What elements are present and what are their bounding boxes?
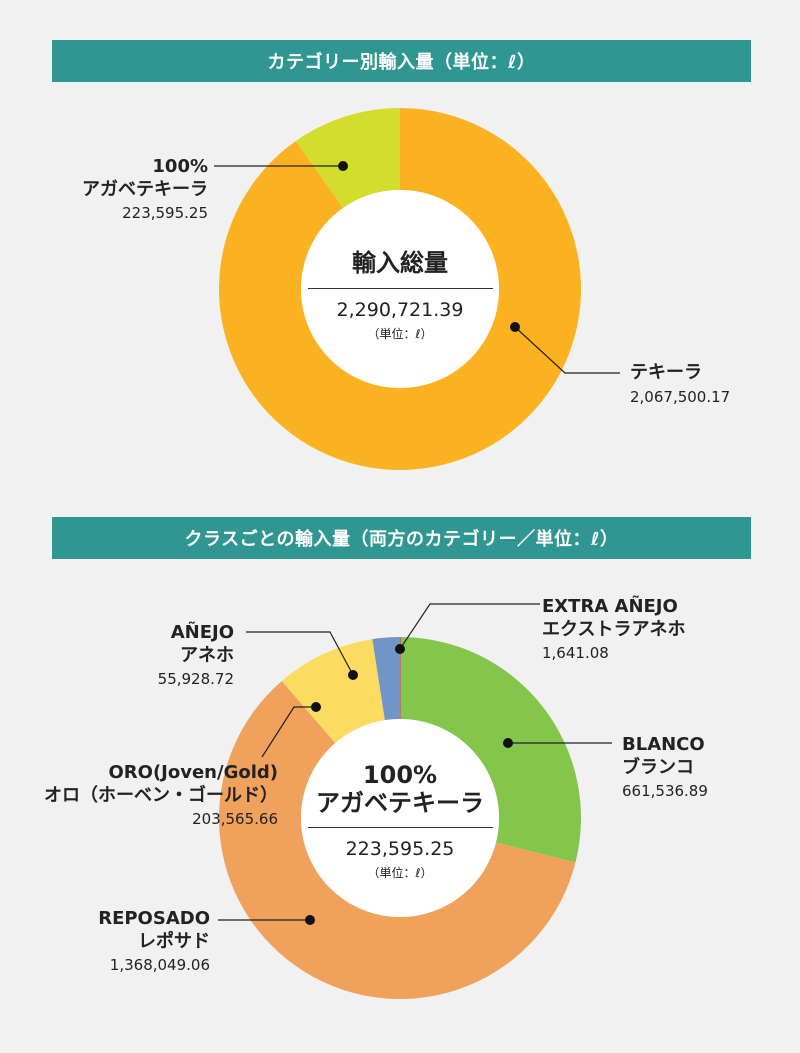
chart2-slice-4: [372, 637, 400, 721]
chart2-title: クラスごとの輸入量（両方のカテゴリー／単位：ℓ）: [52, 517, 751, 559]
label-anejo-line2: アネホ: [180, 644, 234, 666]
label-oro: ORO(Joven/Gold) オロ（ホーベン・ゴールド） 203,565.66: [10, 762, 278, 829]
chart2-center-title-line2: アガベテキーラ: [316, 788, 484, 817]
label-anejo: AÑEJO アネホ 55,928.72: [60, 622, 234, 689]
chart2-slice-1: [400, 637, 581, 863]
chart1-center-rule: [307, 287, 493, 289]
label-blanco-line2: ブランコ: [622, 756, 694, 778]
label-oro-value: 203,565.66: [192, 810, 278, 828]
chart2-leader-oro-dot: [311, 702, 321, 712]
chart2-center: 100% アガベテキーラ 223,595.25 （単位：ℓ）: [300, 761, 500, 881]
chart1-center-unit: （単位：ℓ）: [367, 326, 433, 341]
chart2-slice-3: [281, 639, 385, 744]
label-extra-anejo-value: 1,641.08: [542, 644, 609, 662]
chart2-leader-extra-anejo-dot: [395, 644, 405, 654]
chart2-leader-anejo-dot: [348, 670, 358, 680]
label-agave-tequila: 100% アガベテキーラ 223,595.25: [40, 156, 208, 223]
chart2-leader-blanco-dot: [503, 738, 513, 748]
label-reposado: REPOSADO レポサド 1,368,049.06: [20, 908, 210, 975]
chart2-center-value: 223,595.25: [345, 838, 455, 861]
chart1-center-value: 2,290,721.39: [336, 298, 464, 321]
chart1-slice-1: [218, 108, 581, 470]
chart1-title: カテゴリー別輸入量（単位：ℓ）: [52, 40, 751, 82]
label-anejo-line1: AÑEJO: [170, 622, 234, 643]
chart2-center-title-line1: 100%: [362, 761, 438, 789]
label-reposado-value: 1,368,049.06: [109, 956, 210, 974]
chart2-slice-0: [400, 637, 401, 720]
label-agave-tequila-line2: アガベテキーラ: [82, 178, 208, 200]
chart1-leader-agave-dot: [338, 161, 348, 171]
label-extra-anejo-line1: EXTRA AÑEJO: [542, 596, 678, 617]
label-blanco-value: 661,536.89: [622, 782, 708, 800]
chart1-center: 輸入総量 2,290,721.39 （単位：ℓ）: [300, 249, 500, 342]
chart2-leader-anejo-line: [246, 631, 354, 676]
chart1-slice-0: [295, 108, 400, 209]
chart2-hole: [301, 719, 499, 917]
chart1-hole: [301, 190, 499, 388]
label-agave-tequila-line1: 100%: [152, 156, 208, 177]
chart2-leader-oro-line: [261, 706, 316, 758]
chart1-center-title: 輸入総量: [352, 249, 448, 277]
label-reposado-line1: REPOSADO: [98, 908, 210, 929]
chart1-leader-tequila-dot: [510, 322, 520, 332]
label-reposado-line2: レポサド: [138, 930, 210, 952]
label-oro-line2: オロ（ホーベン・ゴールド）: [44, 784, 278, 806]
label-extra-anejo: EXTRA AÑEJO エクストラアネホ 1,641.08: [542, 596, 762, 663]
label-blanco: BLANCO ブランコ 661,536.89: [622, 734, 782, 801]
chart2-leader-reposado-dot: [305, 915, 315, 925]
label-tequila-line1: テキーラ: [630, 362, 702, 383]
label-oro-line1: ORO(Joven/Gold): [108, 762, 278, 783]
label-extra-anejo-line2: エクストラアネホ: [542, 618, 686, 640]
label-agave-tequila-value: 223,595.25: [122, 204, 208, 222]
label-tequila: テキーラ 2,067,500.17: [630, 362, 790, 406]
chart2-leader-extra-anejo-line: [399, 603, 540, 650]
label-anejo-value: 55,928.72: [157, 670, 234, 688]
chart1-leader-tequila-line: [514, 326, 620, 374]
chart2-center-rule: [307, 827, 493, 829]
label-blanco-line1: BLANCO: [622, 734, 705, 755]
label-tequila-value: 2,067,500.17: [630, 387, 731, 406]
chart2-center-unit: （単位：ℓ）: [367, 866, 433, 881]
